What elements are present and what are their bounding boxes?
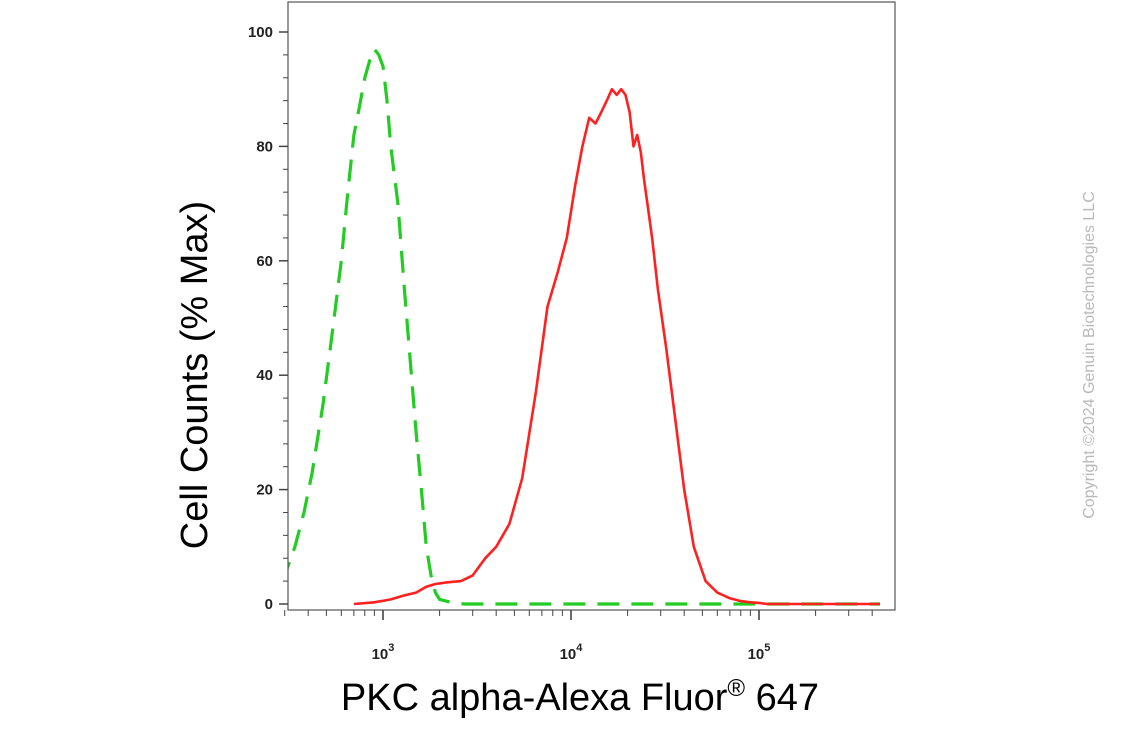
registered-mark: ® <box>727 675 745 702</box>
y-axis-title: Cell Counts (% Max) <box>174 201 216 549</box>
series-layer <box>288 47 880 606</box>
x-tick-label: 103 <box>372 642 395 663</box>
y-tick-label: 80 <box>256 138 273 155</box>
y-axis: 0 20 40 60 80 100 <box>248 24 288 613</box>
x-tick-label: 104 <box>560 642 584 663</box>
y-tick-label: 0 <box>265 596 273 613</box>
x-axis: 103 104 105 <box>284 610 873 663</box>
y-tick-label: 40 <box>256 367 273 384</box>
y-tick-label: 100 <box>248 24 273 41</box>
y-tick-label: 20 <box>256 482 273 499</box>
x-tick-label: 105 <box>748 642 771 663</box>
x-axis-title: PKC alpha-Alexa Fluor® 647 <box>341 675 819 719</box>
x-axis-title-suffix: 647 <box>745 677 819 719</box>
plot-frame <box>287 1 896 611</box>
y-tick-label: 60 <box>256 253 273 270</box>
control-histogram-line <box>288 47 880 606</box>
stained-histogram-line <box>353 87 880 606</box>
copyright-watermark: Copyright ©2024 Genuin Biotechnologies L… <box>1081 191 1098 519</box>
